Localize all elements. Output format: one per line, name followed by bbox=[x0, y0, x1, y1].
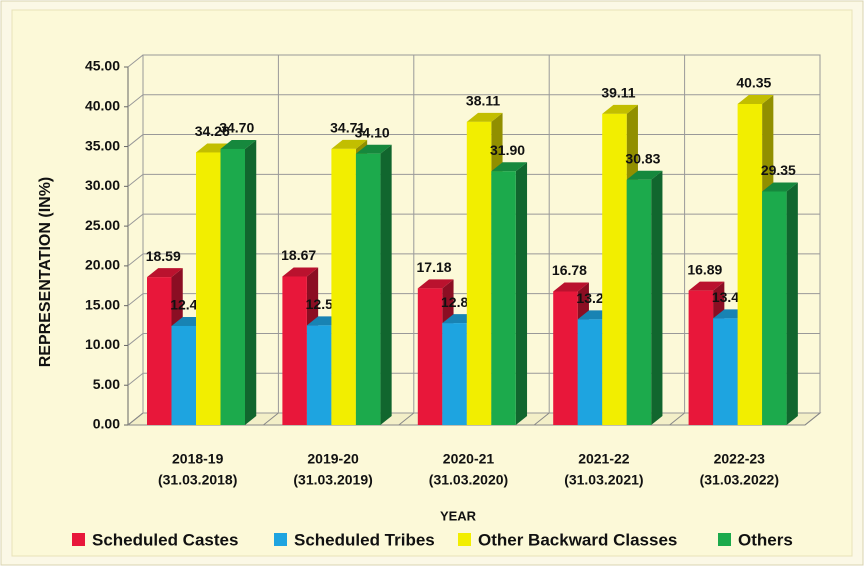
bar bbox=[577, 319, 603, 425]
y-tick-label: 20.00 bbox=[85, 257, 120, 273]
data-label: 17.18 bbox=[417, 259, 452, 275]
y-tick-label: 15.00 bbox=[85, 296, 120, 312]
y-tick-label: 10.00 bbox=[85, 336, 120, 352]
data-label: 18.67 bbox=[281, 247, 316, 263]
legend-swatch bbox=[458, 533, 471, 546]
data-label: 31.90 bbox=[490, 142, 525, 158]
bar bbox=[147, 277, 172, 425]
bar-top bbox=[737, 94, 774, 104]
bar-side bbox=[651, 170, 663, 425]
x-tick-label: 2019-20 bbox=[307, 451, 359, 467]
data-label: 30.83 bbox=[625, 150, 660, 166]
bar bbox=[220, 148, 245, 426]
data-label: 40.35 bbox=[736, 75, 771, 91]
category-divider bbox=[804, 412, 821, 426]
data-label: 29.35 bbox=[761, 162, 796, 178]
category-divider bbox=[533, 412, 550, 426]
bar bbox=[626, 179, 652, 425]
bar bbox=[417, 288, 443, 425]
bar-side bbox=[380, 144, 392, 425]
data-label: 16.78 bbox=[552, 262, 587, 278]
legend-label: Scheduled Castes bbox=[92, 530, 238, 549]
bar bbox=[355, 153, 381, 425]
y-tick-label: 0.00 bbox=[93, 416, 120, 432]
x-tick-label: 2018-19 bbox=[172, 451, 224, 467]
bar bbox=[713, 318, 738, 425]
bar bbox=[491, 171, 516, 425]
legend-label: Scheduled Tribes bbox=[294, 530, 435, 549]
data-label: 34.26 bbox=[195, 123, 230, 139]
data-label: 34.71 bbox=[330, 120, 365, 136]
x-tick-label: (31.03.2019) bbox=[293, 472, 372, 488]
x-axis-title: YEAR bbox=[440, 508, 477, 523]
data-label: 18.59 bbox=[146, 248, 181, 264]
bar bbox=[737, 103, 763, 425]
bar-side bbox=[786, 182, 798, 425]
bar-top bbox=[688, 281, 725, 291]
bar bbox=[282, 276, 307, 425]
bar bbox=[688, 290, 714, 425]
y-tick-label: 30.00 bbox=[85, 177, 120, 193]
x-tick-label: (31.03.2018) bbox=[158, 472, 237, 488]
bar-top bbox=[762, 182, 798, 192]
category-divider bbox=[669, 412, 685, 426]
bar-top bbox=[331, 139, 368, 149]
bar bbox=[306, 325, 332, 425]
category-divider bbox=[127, 412, 144, 426]
y-tick-label: 45.00 bbox=[85, 58, 120, 74]
bar-side bbox=[515, 162, 528, 425]
legend-label: Other Backward Classes bbox=[478, 530, 677, 549]
x-tick-label: 2022-23 bbox=[714, 451, 766, 467]
bar bbox=[762, 191, 787, 425]
bar bbox=[171, 325, 196, 425]
bar-top bbox=[602, 104, 638, 114]
y-axis-title: REPRESENTATION (IN%) bbox=[37, 177, 54, 368]
data-label: 38.11 bbox=[466, 93, 500, 109]
bar-side bbox=[245, 139, 257, 426]
category-divider bbox=[263, 412, 279, 426]
x-tick-label: (31.03.2020) bbox=[429, 472, 508, 488]
x-tick-label: (31.03.2022) bbox=[700, 472, 779, 488]
bar-top bbox=[626, 170, 663, 180]
data-label: 39.11 bbox=[601, 85, 635, 101]
legend-swatch bbox=[718, 533, 731, 546]
bar-top bbox=[220, 139, 257, 149]
y-tick-label: 25.00 bbox=[85, 217, 120, 233]
data-label: 34.70 bbox=[219, 120, 254, 136]
bar bbox=[331, 148, 356, 425]
legend-label: Others bbox=[738, 530, 793, 549]
bar bbox=[196, 152, 221, 425]
data-label: 16.89 bbox=[687, 261, 722, 277]
bar bbox=[553, 291, 578, 425]
legend-swatch bbox=[274, 533, 287, 546]
bar bbox=[602, 113, 627, 426]
x-tick-label: 2020-21 bbox=[443, 451, 495, 467]
bar bbox=[466, 121, 492, 425]
y-tick-label: 5.00 bbox=[93, 376, 120, 392]
bar-top bbox=[355, 144, 392, 154]
x-tick-label: 2021-22 bbox=[578, 451, 630, 467]
legend-swatch bbox=[72, 533, 85, 546]
data-label: 34.10 bbox=[355, 124, 390, 140]
bar-top bbox=[491, 162, 528, 172]
y-tick-label: 40.00 bbox=[85, 97, 120, 113]
bar-top bbox=[417, 279, 454, 289]
bar-top bbox=[553, 282, 589, 292]
bar-top bbox=[282, 267, 319, 277]
category-divider bbox=[398, 412, 415, 426]
bar-top bbox=[147, 268, 183, 278]
bar-top bbox=[466, 112, 503, 122]
x-tick-label: (31.03.2021) bbox=[564, 472, 643, 488]
bar bbox=[442, 323, 467, 425]
y-tick-label: 35.00 bbox=[85, 137, 120, 153]
